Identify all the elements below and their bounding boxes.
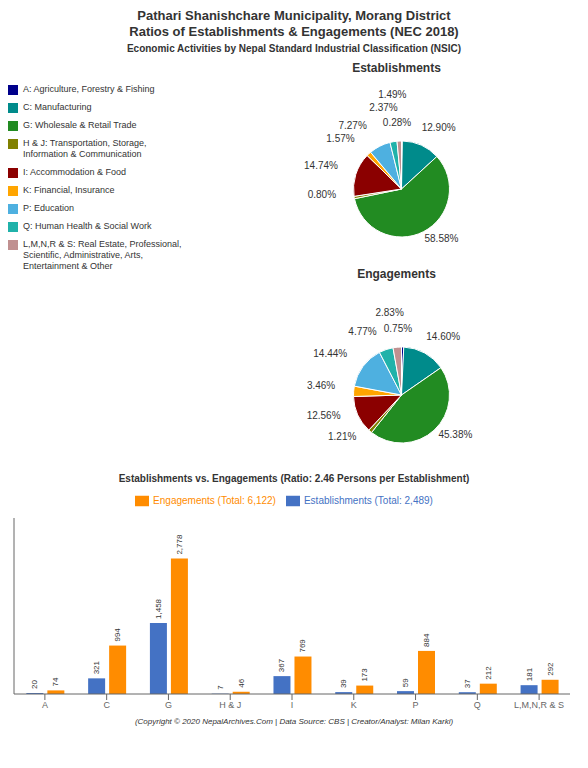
html-text:Establishments vs. Engagements: Establishments vs. Engagements (Ratio: 2… xyxy=(118,473,470,484)
svg-text:2.37%: 2.37% xyxy=(369,102,397,113)
svg-text:2,778: 2,778 xyxy=(175,534,184,555)
svg-text:14.44%: 14.44% xyxy=(313,348,347,359)
svg-text:12.56%: 12.56% xyxy=(307,410,341,421)
svg-text:173: 173 xyxy=(360,668,369,682)
svg-text:4.77%: 4.77% xyxy=(348,326,376,337)
svg-text:1.49%: 1.49% xyxy=(378,89,406,100)
svg-text:994: 994 xyxy=(113,628,122,642)
svg-text:292: 292 xyxy=(546,662,555,676)
svg-text:I: I xyxy=(291,700,294,710)
svg-text:1,458: 1,458 xyxy=(154,598,163,619)
svg-text:321: 321 xyxy=(92,660,101,674)
svg-text:0.75%: 0.75% xyxy=(384,323,412,334)
svg-text:37: 37 xyxy=(463,679,472,688)
html-text:Establishments: Establishments xyxy=(352,61,441,75)
html-text:Pathari Shanishchare Municipal: Pathari Shanishchare Municipality, Moran… xyxy=(129,8,459,39)
svg-text:C: C xyxy=(103,700,110,710)
html-text:L,M,N,R & S: Real Estate, Prof: L,M,N,R & S: Real Estate, Professional, … xyxy=(23,239,182,271)
svg-text:14.74%: 14.74% xyxy=(304,160,338,171)
svg-text:769: 769 xyxy=(298,639,307,653)
html-text:G: Wholesale & Retail Trade: G: Wholesale & Retail Trade xyxy=(23,120,137,130)
svg-text:K: K xyxy=(351,700,357,710)
svg-text:G: G xyxy=(165,700,172,710)
svg-text:1.57%: 1.57% xyxy=(326,133,354,144)
svg-text:L,M,N,R & S: L,M,N,R & S xyxy=(514,700,564,710)
html-text:A: Agriculture, Forestry & Fis: A: Agriculture, Forestry & Fishing xyxy=(23,84,155,94)
svg-text:Q: Q xyxy=(474,700,481,710)
svg-text:212: 212 xyxy=(484,666,493,680)
svg-text:74: 74 xyxy=(51,677,60,686)
svg-text:58.58%: 58.58% xyxy=(424,233,458,244)
html-text:Engagements: Engagements xyxy=(357,267,436,281)
html-text:C: Manufacturing: C: Manufacturing xyxy=(23,102,92,112)
svg-text:1.21%: 1.21% xyxy=(328,431,356,442)
svg-text:39: 39 xyxy=(339,679,348,688)
svg-text:0.80%: 0.80% xyxy=(308,189,336,200)
html-text:H & J: Transportation, Storage: H & J: Transportation, Storage, Informat… xyxy=(23,138,147,159)
svg-text:A: A xyxy=(42,700,48,710)
html-text:Establishments (Total: 2,489): Establishments (Total: 2,489) xyxy=(304,494,433,506)
svg-text:59: 59 xyxy=(401,678,410,687)
html-text:Economic Activities by Nepal S: Economic Activities by Nepal Standard In… xyxy=(126,43,462,54)
html-text:Engagements (Total: 6,122): Engagements (Total: 6,122) xyxy=(153,494,276,506)
svg-text:46: 46 xyxy=(237,678,246,687)
html-text:P: Education: P: Education xyxy=(23,203,74,213)
html-text:K: Financial, Insurance: K: Financial, Insurance xyxy=(23,185,115,195)
svg-text:181: 181 xyxy=(525,667,534,681)
svg-text:0.28%: 0.28% xyxy=(383,117,411,128)
svg-text:7.27%: 7.27% xyxy=(338,120,366,131)
svg-text:3.46%: 3.46% xyxy=(307,380,335,391)
svg-text:12.90%: 12.90% xyxy=(422,122,456,133)
html-text:(Copyright © 2020 NepalArchive: (Copyright © 2020 NepalArchives.Com | Da… xyxy=(134,717,454,726)
svg-text:H & J: H & J xyxy=(219,700,241,710)
svg-text:45.38%: 45.38% xyxy=(438,429,472,440)
svg-text:7: 7 xyxy=(216,685,225,690)
html-text:Q: Human Health & Social Work: Q: Human Health & Social Work xyxy=(23,221,152,231)
svg-text:14.60%: 14.60% xyxy=(426,331,460,342)
svg-text:367: 367 xyxy=(277,658,286,672)
svg-text:2.83%: 2.83% xyxy=(375,307,403,318)
svg-text:P: P xyxy=(413,700,419,710)
svg-text:20: 20 xyxy=(30,680,39,689)
svg-text:884: 884 xyxy=(422,633,431,647)
html-text:I: Accommodation & Food: I: Accommodation & Food xyxy=(23,167,127,177)
